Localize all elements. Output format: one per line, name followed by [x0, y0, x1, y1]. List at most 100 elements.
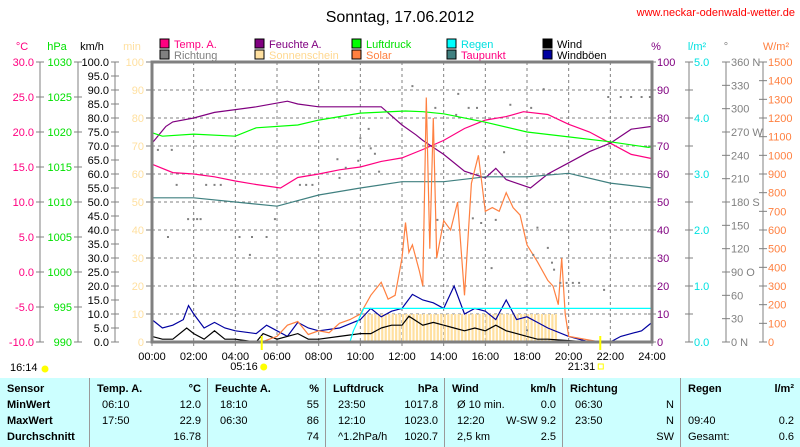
table-header-label: Luftdruck: [333, 383, 384, 395]
table-cell-time: 2,5 km: [457, 431, 491, 443]
tick-label-solar: 600: [768, 225, 786, 237]
x-tick-label: 24:00: [638, 351, 666, 363]
table-header-unit: %: [309, 383, 319, 395]
website-link[interactable]: www.neckar-odenwald-wetter.de: [636, 7, 795, 19]
table-header-label: Sensor: [7, 383, 45, 395]
table-cell-value: 86: [306, 415, 319, 427]
table-column: Temp. A. °C 06:10 12.0 17:50 22.9 16.78: [90, 378, 208, 447]
legend-swatch: [446, 49, 457, 60]
tick-label-pressure: 1005: [48, 232, 72, 244]
direction-point: [248, 253, 251, 256]
day-length: 16:14: [10, 362, 38, 374]
tick-label-direction: 210: [731, 174, 749, 186]
tick-label-wind: 0.0: [94, 337, 109, 349]
legend-label: Luftdruck: [366, 39, 412, 51]
legend-label: Solar: [366, 50, 392, 62]
x-tick-label: 20:00: [555, 351, 583, 363]
legend-label: Richtung: [174, 50, 217, 62]
direction-point: [213, 183, 216, 186]
direction-point: [251, 236, 253, 238]
sunshine-bar: [384, 314, 387, 342]
table-cell-value: SW: [656, 431, 674, 443]
table-cell-time: 23:50: [338, 399, 366, 411]
tick-label-pressure: 1015: [48, 162, 72, 174]
legend-label: Temp. A.: [174, 39, 217, 51]
tick-label-direction: 330: [731, 80, 749, 92]
tick-label-wind: 75.0: [88, 127, 109, 139]
tick-label-wind: 30.0: [88, 253, 109, 265]
direction-point: [648, 96, 651, 98]
tick-label-temp: -10.0: [9, 337, 34, 349]
table-cell-time: 09:40: [688, 415, 716, 427]
tick-label-sunshine: 70: [132, 141, 144, 153]
sunshine-bar: [540, 314, 544, 342]
tick-label-direction: 360 N: [731, 57, 760, 69]
tick-label-temp: -5.0: [15, 302, 34, 314]
direction-point: [411, 85, 414, 88]
legend-label: Windböen: [557, 50, 607, 62]
direction-point: [526, 329, 528, 332]
direction-point: [476, 106, 478, 109]
tick-label-rain: 1.0: [694, 281, 709, 293]
sunshine-bar: [516, 314, 519, 342]
table-cell-time: 17:50: [102, 415, 130, 427]
tick-label-pressure: 1030: [48, 57, 72, 69]
table-column: Feuchte A.% 18:10 55 06:30 86 74: [208, 378, 326, 447]
sunshine-bar: [492, 314, 495, 342]
table-header-label: Temp. A.: [97, 383, 143, 395]
table-cell-value: 74: [306, 431, 319, 443]
direction-point: [503, 151, 506, 154]
direction-point: [344, 166, 347, 169]
sunshine-bar: [374, 314, 377, 342]
table-cell-value: 55: [306, 399, 319, 411]
sunshine-bar: [457, 314, 460, 342]
table-cell-value: W-SW 9.2: [506, 415, 556, 427]
direction-point: [238, 236, 241, 238]
direction-point: [434, 106, 437, 109]
direction-point: [367, 127, 370, 130]
direction-point: [542, 88, 545, 91]
tick-label-direction: 120: [731, 244, 749, 256]
tick-label-solar: 700: [768, 206, 786, 218]
legend-label: Feuchte A.: [269, 39, 322, 51]
table-cell-time: 18:10: [220, 399, 248, 411]
sunset-icon: [597, 363, 604, 370]
sunshine-bar: [509, 314, 512, 342]
axis-unit-solar: W/m²: [763, 41, 790, 53]
direction-point: [571, 281, 574, 284]
direction-point: [509, 103, 512, 106]
sunshine-bar: [398, 314, 401, 342]
legend-swatch: [351, 49, 362, 60]
tick-label-sunshine: 100: [126, 57, 144, 69]
table-row-label: Durchschnitt: [7, 431, 75, 443]
legend: Temp. A. Feuchte A. Luftdruck Regen Wind Rich…: [159, 38, 607, 62]
table-cell-time: 12:20: [457, 415, 485, 427]
direction-point: [170, 148, 173, 151]
sunrise-icon: [260, 363, 268, 371]
grid: [152, 62, 652, 342]
series-feuchte-a: [151, 100, 653, 189]
sunshine-bar: [513, 314, 516, 342]
tick-label-solar: 200: [768, 300, 786, 312]
table-header-label: Richtung: [570, 383, 618, 395]
sunshine-bar: [527, 314, 530, 342]
legend-swatch: [542, 38, 553, 49]
sunshine-bar: [464, 314, 467, 342]
tick-label-wind: 25.0: [88, 267, 109, 279]
tick-label-temp: 20.0: [13, 127, 34, 139]
direction-point: [336, 158, 339, 161]
direction-point: [530, 106, 533, 109]
table-cell-value: 12.0: [179, 399, 201, 411]
sunshine-bar: [443, 314, 446, 342]
sunshine-bar: [485, 314, 488, 342]
chart-title: Sonntag, 17.06.2012: [326, 9, 475, 26]
sunshine-bar: [520, 314, 523, 342]
direction-point: [166, 236, 169, 238]
direction-point: [273, 218, 276, 221]
tick-label-humidity: 100: [657, 57, 675, 69]
table-cell-value: 22.9: [179, 415, 201, 427]
tick-label-wind: 20.0: [88, 281, 109, 293]
table-cell-value: N: [666, 399, 674, 411]
direction-point: [455, 113, 458, 116]
legend-swatch: [159, 38, 170, 49]
